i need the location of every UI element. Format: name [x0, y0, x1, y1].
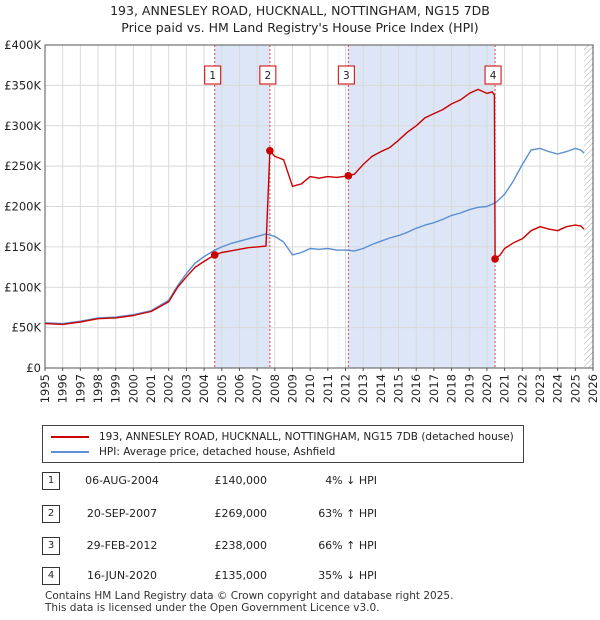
sale-marker-text: 1 — [209, 70, 216, 82]
x-tick-label: 1998 — [91, 374, 105, 403]
chart-title: 193, ANNESLEY ROAD, HUCKNALL, NOTTINGHAM… — [0, 2, 600, 36]
x-tick-label: 2020 — [480, 374, 494, 403]
y-tick-label: £50K — [12, 321, 42, 335]
x-tick-label: 2023 — [533, 374, 547, 403]
x-tick-label: 1995 — [38, 374, 52, 403]
footer: Contains HM Land Registry data © Crown c… — [45, 590, 453, 614]
sale-point — [210, 251, 219, 259]
sale-marker-text: 3 — [343, 70, 350, 82]
title-line-1: 193, ANNESLEY ROAD, HUCKNALL, NOTTINGHAM… — [110, 3, 490, 18]
x-tick-label: 1997 — [73, 374, 87, 403]
sale-hpi-diff: 35% ↓ HPI — [318, 569, 377, 582]
x-tick-label: 2002 — [162, 374, 176, 403]
x-tick-label: 2011 — [321, 374, 335, 403]
x-tick-label: 2018 — [445, 374, 459, 403]
y-tick-label: £100K — [4, 280, 41, 294]
x-tick-label: 2019 — [462, 374, 476, 403]
sale-marker-label: 2 — [259, 65, 277, 85]
y-tick-label: £250K — [4, 159, 41, 173]
y-tick-label: £150K — [4, 240, 41, 254]
sale-marker: 3 — [42, 537, 60, 555]
legend-swatch-property — [51, 436, 89, 438]
legend-label-property: 193, ANNESLEY ROAD, HUCKNALL, NOTTINGHAM… — [99, 431, 514, 443]
x-tick-label: 2006 — [232, 374, 246, 403]
sale-date: 29-FEB-2012 — [86, 539, 158, 552]
x-tick-label: 2001 — [144, 374, 158, 403]
sale-marker-box — [484, 65, 502, 85]
y-tick-label: £350K — [4, 78, 41, 92]
sale-marker: 1 — [42, 472, 60, 490]
sale-marker-label: 3 — [337, 65, 355, 85]
sale-hpi-diff: 63% ↑ HPI — [318, 507, 377, 520]
sale-marker-box — [259, 65, 277, 85]
sale-marker-text: 4 — [490, 70, 497, 82]
title-line-2: Price paid vs. HM Land Registry's House … — [121, 20, 479, 35]
footer-licence: This data is licensed under the Open Gov… — [45, 602, 380, 614]
sale-hpi-diff: 66% ↑ HPI — [318, 539, 377, 552]
x-tick-label: 2021 — [498, 374, 512, 403]
x-tick-label: 2010 — [303, 374, 317, 403]
sale-price: £269,000 — [214, 507, 268, 520]
legend: 193, ANNESLEY ROAD, HUCKNALL, NOTTINGHAM… — [42, 425, 524, 463]
x-tick-label: 2009 — [285, 374, 299, 403]
legend-swatch-hpi — [51, 451, 89, 453]
sale-row: 3 29-FEB-2012 £238,000 66% ↑ HPI — [42, 537, 462, 555]
sale-point — [266, 146, 274, 155]
sale-point — [491, 255, 499, 263]
sale-marker: 2 — [42, 505, 60, 523]
sale-point — [344, 172, 353, 180]
x-tick-label: 2003 — [179, 374, 193, 403]
x-tick-label: 2015 — [392, 374, 406, 403]
sale-price: £238,000 — [214, 539, 268, 552]
sale-marker-text: 2 — [265, 70, 272, 82]
x-tick-label: 2008 — [268, 374, 282, 403]
sale-price: £135,000 — [214, 569, 268, 582]
sale-marker-label: 4 — [484, 65, 502, 85]
property-price-line — [44, 88, 585, 326]
sale-date: 20-SEP-2007 — [86, 507, 158, 520]
x-tick-label: 2005 — [215, 374, 229, 403]
hpi-line — [44, 147, 585, 325]
sale-date: 16-JUN-2020 — [86, 569, 158, 582]
sale-marker-box — [204, 65, 222, 85]
y-tick-label: £300K — [4, 119, 41, 133]
sale-marker-box — [337, 65, 355, 85]
x-tick-label: 2026 — [586, 374, 600, 403]
x-tick-label: 2012 — [339, 374, 353, 403]
x-tick-label: 1996 — [56, 374, 70, 403]
x-tick-label: 2017 — [427, 374, 441, 403]
x-tick-label: 2007 — [250, 374, 264, 403]
y-tick-label: £400K — [4, 38, 41, 52]
x-tick-label: 2025 — [568, 374, 582, 403]
sale-marker-label: 1 — [204, 65, 222, 85]
x-tick-label: 2014 — [374, 374, 388, 403]
sale-date: 06-AUG-2004 — [85, 474, 159, 487]
footer-copyright: Contains HM Land Registry data © Crown c… — [45, 590, 454, 602]
sale-marker: 4 — [42, 567, 60, 585]
sale-row: 1 06-AUG-2004 £140,000 4% ↓ HPI — [42, 472, 462, 490]
sale-price: £140,000 — [214, 474, 268, 487]
x-tick-label: 2004 — [197, 374, 211, 403]
x-tick-label: 2024 — [551, 374, 565, 403]
x-tick-label: 2013 — [356, 374, 370, 403]
plot-frame — [44, 44, 594, 369]
sale-row: 4 16-JUN-2020 £135,000 35% ↓ HPI — [42, 567, 462, 585]
price-chart: £0 £50K £100K £150K £200K £250K £300K £350K £400… — [4, 38, 600, 403]
legend-label-hpi: HPI: Average price, detached house, Ashf… — [99, 446, 336, 458]
x-tick-label: 2022 — [515, 374, 529, 403]
x-tick-label: 2016 — [409, 374, 423, 403]
x-tick-label: 2000 — [126, 374, 140, 403]
y-tick-label: £0 — [26, 361, 41, 375]
y-tick-label: £200K — [4, 200, 41, 214]
sale-row: 2 20-SEP-2007 £269,000 63% ↑ HPI — [42, 505, 462, 523]
sale-hpi-diff: 4% ↓ HPI — [325, 474, 377, 487]
x-tick-label: 1999 — [109, 374, 123, 403]
